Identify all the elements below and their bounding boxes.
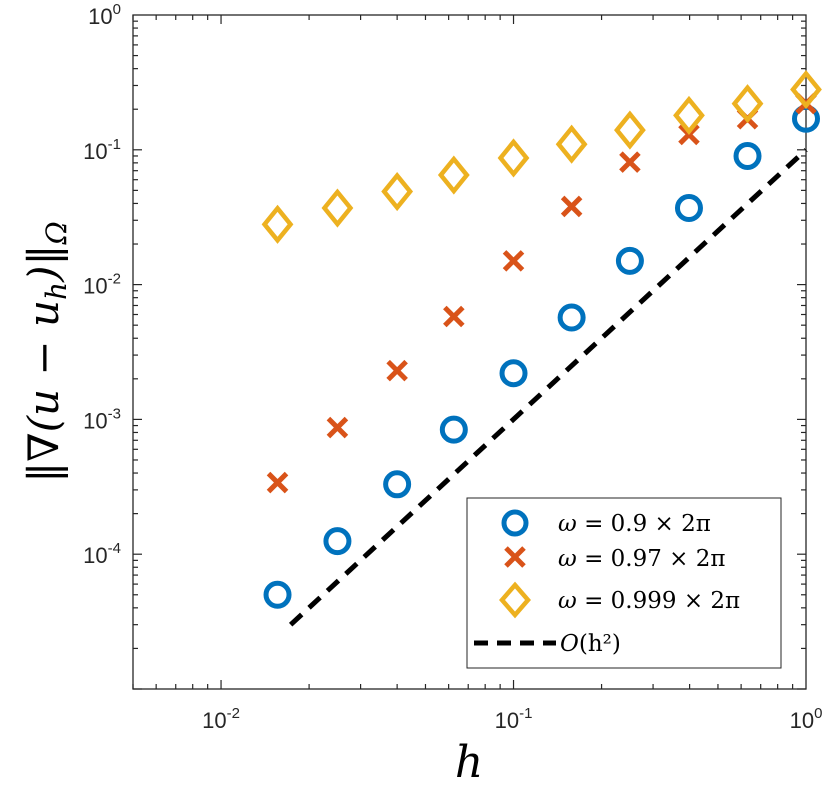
- reference-line-O-h2: [288, 147, 808, 627]
- data-point-x: [619, 151, 641, 173]
- legend-marker-diamond: [499, 581, 531, 619]
- data-point-circle: [674, 194, 703, 223]
- legend-entry-4: O(h²): [560, 631, 621, 657]
- x-stroke: [326, 416, 349, 439]
- data-point-diamond: [381, 171, 414, 212]
- legend-box: [466, 497, 782, 669]
- data-point-circle: [733, 141, 762, 170]
- data-point-x: [386, 359, 408, 382]
- data-point-diamond: [673, 95, 705, 135]
- data-point-circle: [383, 470, 412, 499]
- data-point-x: [502, 250, 525, 272]
- data-point-diamond: [437, 155, 470, 195]
- data-point-x: [443, 305, 465, 328]
- data-point-diamond: [790, 69, 822, 110]
- data-point-diamond: [321, 188, 354, 228]
- y-label-sub: h: [40, 282, 73, 300]
- data-point-x: [560, 195, 583, 218]
- axis-ticks: [132, 15, 806, 690]
- y-tick-label: 10-3: [83, 405, 121, 433]
- x-stroke: [619, 151, 641, 173]
- data-point-diamond: [497, 138, 530, 178]
- x-tick-label: 10-2: [202, 705, 240, 733]
- data-point-diamond: [555, 124, 588, 164]
- x-stroke: [266, 471, 289, 494]
- data-point-circle: [323, 527, 352, 556]
- data-point-x: [326, 416, 349, 439]
- legend-marker-x: [504, 546, 526, 568]
- x-tick-label: 100: [790, 705, 823, 733]
- x-stroke: [443, 305, 465, 328]
- y-tick-label: 100: [88, 1, 121, 29]
- legend: ω = 0.9 × 2π ω = 0.97 × 2π ω = 0.999 × 2…: [466, 497, 782, 669]
- y-tick-label: 10-4: [83, 540, 121, 568]
- y-label-tail: )‖: [19, 245, 68, 283]
- data-point-circle: [499, 359, 528, 388]
- data-point-diamond: [614, 110, 646, 150]
- x-stroke: [386, 359, 408, 382]
- x-tick-label: 10-1: [495, 705, 533, 733]
- data-point-circle: [439, 415, 468, 444]
- legend-entry-2: ω = 0.97 × 2π: [558, 546, 726, 572]
- data-point-x: [266, 471, 289, 494]
- data-point-diamond: [261, 204, 294, 244]
- tick-labels: 10-2 10-1 100 10-4 10-3 10-2 10-1 100: [83, 1, 822, 733]
- data-point-circle: [263, 580, 292, 609]
- legend-entry-3: ω = 0.999 × 2π: [558, 588, 740, 614]
- y-axis-label: ‖∇(u − uh)‖Ω: [19, 221, 73, 482]
- data-point-diamond: [731, 84, 764, 124]
- legend-entry-1: ω = 0.9 × 2π: [558, 511, 711, 537]
- x-axis-label: h: [455, 737, 483, 788]
- y-label-norm-sub: Ω: [40, 221, 73, 245]
- x-stroke: [560, 195, 583, 218]
- y-tick-label: 10-1: [83, 136, 121, 164]
- legend-marker-circle: [501, 509, 529, 537]
- svg-text:‖∇(u − uh)‖Ω: ‖∇(u − uh)‖Ω: [19, 221, 73, 482]
- data-point-circle: [615, 246, 644, 275]
- y-label-main: ‖∇(u − u: [19, 300, 68, 483]
- y-tick-label: 10-2: [83, 271, 121, 299]
- data-marks: [261, 69, 822, 627]
- x-stroke: [502, 250, 525, 272]
- data-point-circle: [557, 303, 586, 332]
